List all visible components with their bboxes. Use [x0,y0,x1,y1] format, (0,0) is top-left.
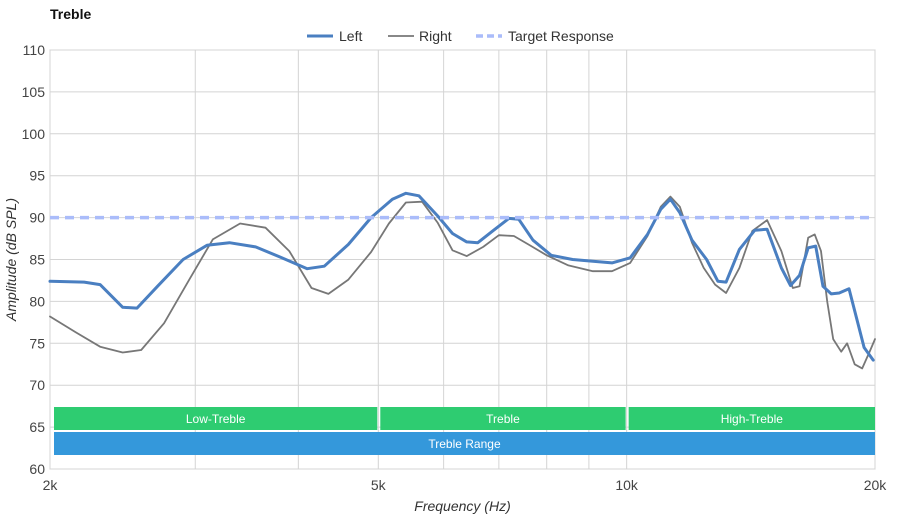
y-tick-label: 60 [29,461,45,477]
y-tick-label: 105 [22,84,46,100]
band-treble-range [54,432,875,455]
x-tick-label: 10k [615,477,639,493]
grid [49,49,876,470]
chart-title: Treble [50,6,92,22]
y-tick-label: 95 [29,168,45,184]
x-tick-label: 20k [864,477,888,493]
x-tick-label: 5k [371,477,387,493]
y-tick-label: 90 [29,210,45,226]
band-label: Low-Treble [186,412,246,426]
band-high-treble [628,407,875,430]
band-low-treble [54,407,378,430]
band-label: High-Treble [721,412,784,426]
y-tick-label: 100 [22,126,46,142]
y-tick-label: 110 [23,42,46,58]
band-treble [380,407,626,430]
y-axis-ticks: 60 65 70 75 80 85 90 95 100 105 110 [22,42,46,477]
legend: Left Right Target Response [307,28,614,44]
legend-label: Target Response [508,28,614,44]
series-line-left [48,191,875,362]
y-tick-label: 80 [29,293,45,309]
x-axis-ticks: 2k 5k 10k 20k [43,477,888,493]
y-tick-label: 65 [29,419,45,435]
y-axis-title: Amplitude (dB SPL) [3,198,19,322]
y-tick-label: 70 [29,377,45,393]
series-lines [48,191,876,370]
band-label: Treble [486,412,520,426]
frequency-bands: Low-Treble Treble High-Treble Treble Range [54,407,875,455]
legend-label: Right [419,28,452,44]
band-label: Treble Range [428,437,501,451]
y-tick-label: 85 [29,252,45,268]
y-tick-label: 75 [29,335,45,351]
legend-label: Left [339,28,362,44]
x-tick-label: 2k [43,477,59,493]
x-axis-title: Frequency (Hz) [414,498,510,514]
series-line-right [49,195,876,370]
